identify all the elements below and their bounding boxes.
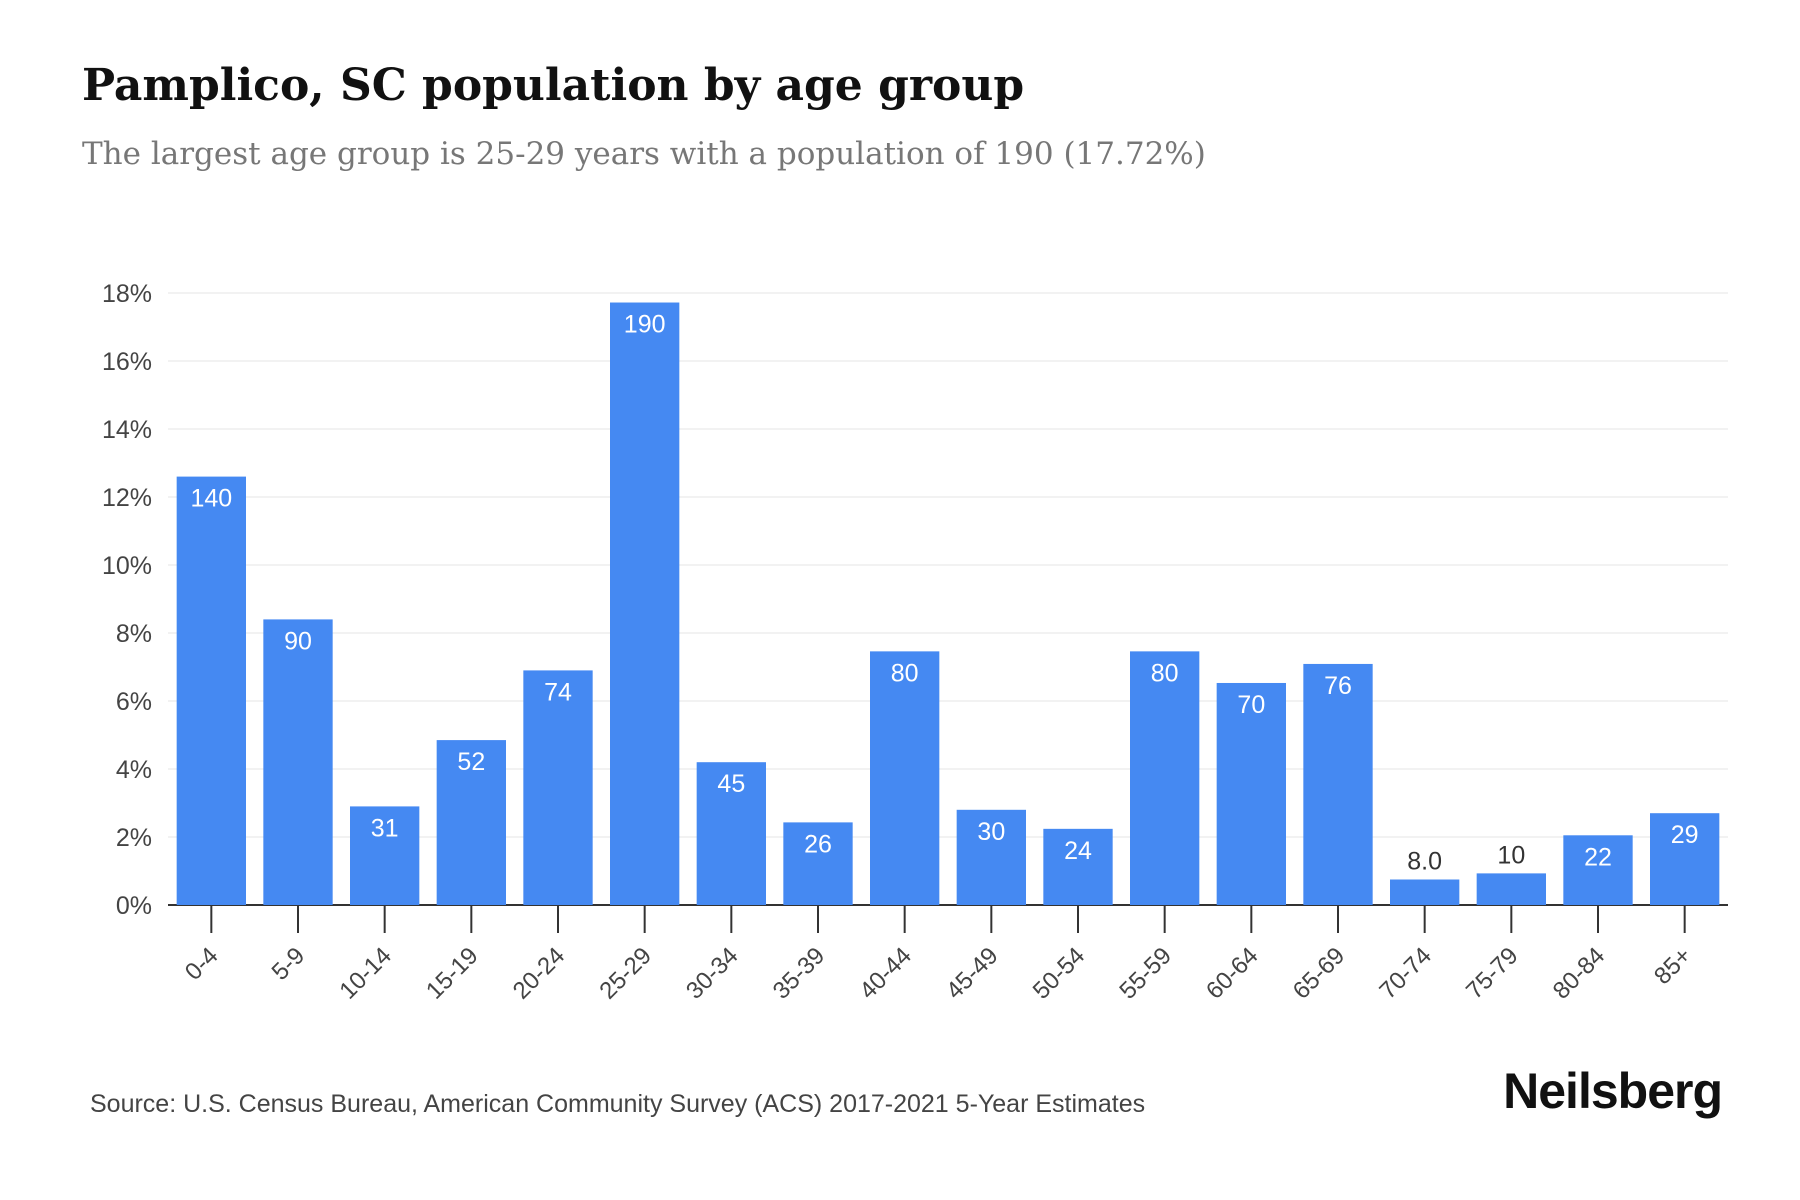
x-tick-label: 55-59 bbox=[1114, 942, 1177, 1005]
bar-value-label: 190 bbox=[624, 311, 666, 339]
y-tick-label: 12% bbox=[102, 484, 152, 512]
bar bbox=[523, 670, 593, 905]
bar-value-label: 29 bbox=[1671, 821, 1699, 849]
x-tick-label: 10-14 bbox=[334, 942, 397, 1005]
y-tick-label: 2% bbox=[116, 824, 152, 852]
y-tick-label: 8% bbox=[116, 620, 152, 648]
bar-value-label: 140 bbox=[190, 485, 232, 513]
chart-title: Pamplico, SC population by age group bbox=[82, 60, 1025, 111]
y-tick-label: 0% bbox=[116, 892, 152, 920]
y-tick-label: 10% bbox=[102, 552, 152, 580]
y-tick-label: 18% bbox=[102, 280, 152, 308]
x-tick-label: 5-9 bbox=[267, 942, 311, 986]
bar bbox=[1303, 663, 1373, 905]
bar-value-label: 80 bbox=[891, 659, 919, 687]
bar-value-label: 22 bbox=[1584, 843, 1612, 871]
x-tick-label: 40-44 bbox=[854, 942, 917, 1005]
x-tick-label: 45-49 bbox=[941, 942, 1004, 1005]
bar-value-label: 24 bbox=[1064, 837, 1092, 865]
x-tick-label: 25-29 bbox=[594, 942, 657, 1005]
x-tick-label: 75-79 bbox=[1461, 942, 1524, 1005]
bar bbox=[783, 822, 853, 905]
bar-value-label: 76 bbox=[1324, 672, 1352, 700]
bar-value-label: 30 bbox=[977, 818, 1005, 846]
bar bbox=[436, 740, 506, 905]
x-tick-label: 30-34 bbox=[681, 942, 744, 1005]
bar-value-label: 8.0 bbox=[1407, 848, 1442, 876]
bar bbox=[870, 651, 940, 905]
bar-value-label: 52 bbox=[457, 748, 485, 776]
bar-value-label: 45 bbox=[717, 770, 745, 798]
x-tick-label: 15-19 bbox=[421, 942, 484, 1005]
bar-value-label: 10 bbox=[1497, 841, 1525, 869]
source-note: Source: U.S. Census Bureau, American Com… bbox=[90, 1090, 1146, 1118]
bar bbox=[176, 476, 246, 905]
bar-value-label: 80 bbox=[1151, 659, 1179, 687]
brand-logo: Neilsberg bbox=[1503, 1063, 1723, 1119]
y-tick-label: 4% bbox=[116, 756, 152, 784]
x-tick-label: 80-84 bbox=[1548, 942, 1611, 1005]
bar-value-label: 26 bbox=[804, 830, 832, 858]
x-tick-label: 65-69 bbox=[1288, 942, 1351, 1005]
bar bbox=[1390, 879, 1460, 905]
bar bbox=[1130, 651, 1200, 905]
bar bbox=[350, 806, 420, 905]
x-tick-label: 85+ bbox=[1649, 942, 1697, 990]
x-tick-label: 60-64 bbox=[1201, 942, 1264, 1005]
chart-subtitle: The largest age group is 25-29 years wit… bbox=[82, 136, 1206, 172]
y-tick-label: 6% bbox=[116, 688, 152, 716]
bar bbox=[1650, 813, 1720, 905]
bar bbox=[1043, 828, 1113, 905]
bar bbox=[610, 302, 680, 905]
x-tick-label: 35-39 bbox=[768, 942, 831, 1005]
bar-value-label: 31 bbox=[371, 814, 399, 842]
x-tick-label: 50-54 bbox=[1028, 942, 1091, 1005]
bar-value-label: 70 bbox=[1237, 691, 1265, 719]
bar bbox=[1216, 682, 1286, 905]
bar bbox=[696, 762, 766, 905]
x-tick-label: 0-4 bbox=[180, 942, 224, 986]
bar-value-label: 74 bbox=[544, 678, 572, 706]
y-tick-label: 16% bbox=[102, 348, 152, 376]
bar bbox=[1476, 873, 1546, 905]
bar-value-label: 90 bbox=[284, 627, 312, 655]
bar bbox=[1563, 835, 1633, 905]
x-tick-label: 70-74 bbox=[1374, 942, 1437, 1005]
y-tick-label: 14% bbox=[102, 416, 152, 444]
x-tick-label: 20-24 bbox=[508, 942, 571, 1005]
bar bbox=[956, 809, 1026, 905]
bar bbox=[263, 619, 333, 905]
bar-chart: 0% 2% 4% 6% 8% 10% 12% 14% 16% 18% 140 0-4 90 5-9 31 10… bbox=[102, 280, 1728, 1005]
